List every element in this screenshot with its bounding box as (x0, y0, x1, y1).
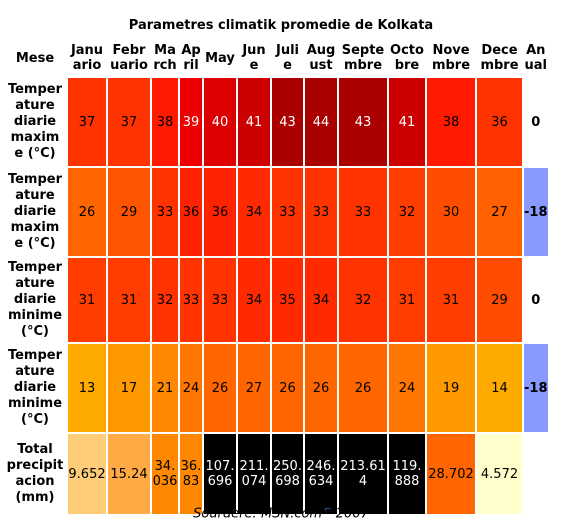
value-cell: 119. 888 (389, 434, 425, 514)
value-cell: 36 (477, 78, 522, 166)
value-cell: 26 (339, 344, 387, 432)
value-cell: 26 (204, 344, 236, 432)
month-header: Aug ust (306, 43, 336, 73)
table-row: Temper ature diarie maxim e (°C) 37 37 38 39… (4, 78, 548, 166)
table-row: Temper ature diarie maxim e (°C) 26 29 33 36… (4, 168, 548, 256)
value-cell: 211. 074 (238, 434, 270, 514)
value-cell: 39 (180, 78, 202, 166)
value-cell: 107. 696 (204, 434, 236, 514)
value-cell: 37 (108, 78, 150, 166)
value-cell: 28.702 (427, 434, 475, 514)
value-cell: 29 (477, 258, 522, 342)
value-cell: 40 (204, 78, 236, 166)
value-cell: 41 (389, 78, 425, 166)
value-cell: 13 (68, 344, 106, 432)
value-cell: 27 (477, 168, 522, 256)
month-header: Dece mbre (480, 43, 519, 73)
external-link-icon[interactable]: ⌐ (324, 505, 332, 515)
value-cell: 15.24 (108, 434, 150, 514)
source-note: Sourdere: MSN.com ⌐ 2007 (0, 505, 562, 521)
value-cell: 9.652 (68, 434, 106, 514)
value-cell: 33 (152, 168, 178, 256)
row-label: Temper ature diarie maxim e (°C) (7, 172, 63, 251)
month-header: Janu ario (70, 43, 104, 73)
value-cell: 31 (427, 258, 475, 342)
value-cell: 31 (68, 258, 106, 342)
value-cell: 34 (238, 258, 270, 342)
value-cell: 14 (477, 344, 522, 432)
annual-cell (524, 434, 548, 514)
corner-header: Mese (15, 50, 55, 66)
source-year: 2007 (335, 506, 369, 522)
header-row: Mese Janu ario Febr uario Ma rch Ap ril May J… (4, 40, 548, 76)
value-cell: 26 (68, 168, 106, 256)
row-label: Temper ature diarie maxim e (°C) (7, 82, 63, 161)
value-cell: 246. 634 (305, 434, 337, 514)
value-cell: 35 (272, 258, 303, 342)
value-cell: 33 (305, 168, 337, 256)
value-cell: 33 (204, 258, 236, 342)
value-cell: 32 (152, 258, 178, 342)
table-row: Total precipit acion (mm) 9.652 15.24 34. 0… (4, 434, 548, 514)
value-cell: 30 (427, 168, 475, 256)
annual-cell: -18 (524, 168, 548, 256)
annual-header: An ual (524, 43, 547, 73)
value-cell: 43 (339, 78, 387, 166)
month-header: Jun e (242, 43, 266, 73)
annual-cell: 0 (524, 258, 548, 342)
value-cell: 24 (180, 344, 202, 432)
value-cell: 37 (68, 78, 106, 166)
value-cell: 34 (238, 168, 270, 256)
month-header: Ma rch (153, 43, 177, 73)
value-cell: 31 (108, 258, 150, 342)
value-cell: 17 (108, 344, 150, 432)
month-header: Octo bre (390, 43, 424, 73)
value-cell: 21 (152, 344, 178, 432)
annual-cell: 0 (524, 78, 548, 166)
value-cell: 24 (389, 344, 425, 432)
row-label: Temper ature diarie minime (°C) (7, 348, 63, 427)
annual-cell: -18 (524, 344, 548, 432)
table-caption: Parametres climatik promedie de Kolkata (128, 18, 434, 33)
value-cell: 250. 698 (272, 434, 303, 514)
value-cell: 32 (389, 168, 425, 256)
row-label: Temper ature diarie minime (°C) (7, 260, 63, 339)
value-cell: 38 (152, 78, 178, 166)
value-cell: 29 (108, 168, 150, 256)
value-cell: 4.572 (477, 434, 522, 514)
value-cell: 33 (339, 168, 387, 256)
climate-table: Mese Janu ario Febr uario Ma rch Ap ril May J… (2, 38, 550, 516)
value-cell: 33 (180, 258, 202, 342)
value-cell: 19 (427, 344, 475, 432)
month-header: Juli e (275, 43, 299, 73)
value-cell: 43 (272, 78, 303, 166)
value-cell: 36 (204, 168, 236, 256)
value-cell: 38 (427, 78, 475, 166)
value-cell: 36. 83 (180, 434, 202, 514)
value-cell: 36 (180, 168, 202, 256)
table-row: Temper ature diarie minime (°C) 13 17 21 24 2… (4, 344, 548, 432)
value-cell: 31 (389, 258, 425, 342)
row-label: Total precipit acion (mm) (6, 442, 64, 505)
month-header: Nove mbre (431, 43, 471, 73)
source-text[interactable]: Sourdere: MSN.com (193, 506, 323, 522)
value-cell: 34. 036 (152, 434, 178, 514)
value-cell: 34 (305, 258, 337, 342)
value-cell: 41 (238, 78, 270, 166)
value-cell: 26 (272, 344, 303, 432)
value-cell: 213.61 4 (339, 434, 387, 514)
value-cell: 26 (305, 344, 337, 432)
month-header: Ap ril (181, 43, 201, 73)
value-cell: 33 (272, 168, 303, 256)
month-header: Febr uario (110, 43, 148, 73)
month-header: Septe mbre (341, 43, 385, 73)
value-cell: 32 (339, 258, 387, 342)
month-header: May (205, 50, 235, 66)
value-cell: 27 (238, 344, 270, 432)
table-row: Temper ature diarie minime (°C) 31 31 32 33 3… (4, 258, 548, 342)
value-cell: 44 (305, 78, 337, 166)
